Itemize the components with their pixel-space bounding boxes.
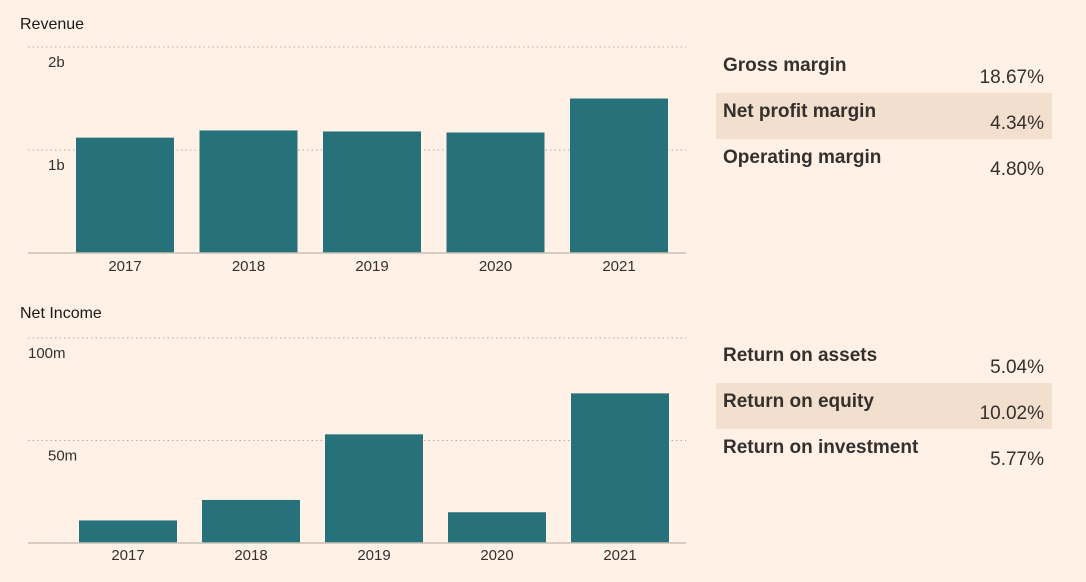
- net-income-chart-title: Net Income: [20, 305, 102, 322]
- bar-2020: [446, 132, 545, 253]
- bar-2021: [571, 393, 669, 543]
- ratio-row-net-profit-margin: Net profit margin 4.34%: [716, 93, 1052, 139]
- x-tick-label: 2017: [111, 547, 144, 564]
- bar-2021: [570, 98, 668, 253]
- ratio-value: 5.04%: [990, 357, 1044, 378]
- bar-2017: [79, 520, 177, 543]
- return-ratios-panel: Return on assets 5.04% Return on equity …: [716, 337, 1052, 475]
- bar-2019: [323, 131, 421, 253]
- ratio-label: Return on assets: [723, 345, 878, 366]
- ratio-label: Net profit margin: [723, 101, 877, 122]
- x-tick-label: 2019: [355, 258, 388, 275]
- revenue-chart-title: Revenue: [20, 16, 85, 33]
- ratio-value: 4.80%: [990, 159, 1044, 180]
- ratio-value: 18.67%: [979, 67, 1044, 88]
- bar-2017: [76, 137, 174, 253]
- ratio-row-return-on-investment: Return on investment 5.77%: [716, 429, 1052, 475]
- ratio-row-gross-margin: Gross margin 18.67%: [716, 47, 1052, 93]
- ratio-label: Gross margin: [723, 55, 847, 76]
- ratio-value: 5.77%: [990, 449, 1044, 470]
- bar-2018: [199, 130, 298, 253]
- x-tick-label: 2018: [232, 258, 265, 275]
- ratio-value: 4.34%: [990, 113, 1044, 134]
- y-tick-label: 100m: [28, 345, 66, 362]
- ratio-label: Operating margin: [723, 147, 882, 168]
- revenue-chart: 1b 2b 2017 2018 2019 2020 2021: [28, 46, 686, 275]
- ratio-row-return-on-equity: Return on equity 10.02%: [716, 383, 1052, 429]
- x-tick-label: 2020: [480, 547, 513, 564]
- bar-2018: [202, 499, 300, 543]
- ratio-row-operating-margin: Operating margin 4.80%: [716, 139, 1052, 185]
- x-tick-label: 2019: [357, 547, 390, 564]
- x-tick-label: 2017: [108, 258, 141, 275]
- x-tick-label: 2021: [602, 258, 635, 275]
- ratio-label: Return on investment: [723, 437, 919, 458]
- ratio-label: Return on equity: [723, 391, 874, 412]
- ratio-value: 10.02%: [979, 403, 1044, 424]
- net-income-chart: 50m 100m 2017 2018 2019 2020 2021: [28, 337, 686, 564]
- ratio-row-return-on-assets: Return on assets 5.04%: [716, 337, 1052, 383]
- y-tick-label: 2b: [48, 54, 65, 71]
- y-tick-label: 1b: [48, 157, 65, 174]
- bar-2020: [448, 512, 546, 543]
- x-tick-label: 2020: [479, 258, 512, 275]
- x-tick-label: 2018: [234, 547, 267, 564]
- bar-2019: [325, 434, 423, 543]
- y-tick-label: 50m: [48, 448, 77, 465]
- x-tick-label: 2021: [603, 547, 636, 564]
- margin-ratios-panel: Gross margin 18.67% Net profit margin 4.…: [716, 47, 1052, 185]
